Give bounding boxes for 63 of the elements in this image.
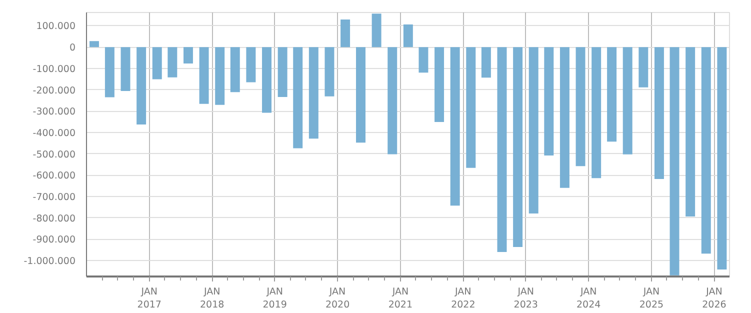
bar xyxy=(120,47,130,92)
bar xyxy=(466,47,476,168)
bar xyxy=(434,47,444,122)
y-tick-label: -500.000 xyxy=(32,149,76,160)
bar xyxy=(701,47,711,254)
y-tick-label: -400.000 xyxy=(32,128,76,139)
bar xyxy=(293,47,303,148)
bar xyxy=(168,47,178,78)
y-tick-label: -200.000 xyxy=(32,85,76,96)
x-tick-label: JAN 2020 xyxy=(325,286,350,311)
x-tick-label: JAN 2025 xyxy=(639,286,664,311)
bar xyxy=(199,47,209,104)
bar xyxy=(670,47,680,276)
bar xyxy=(152,47,162,80)
bar xyxy=(418,47,428,73)
bar xyxy=(89,41,99,48)
x-tick-label: JAN 2022 xyxy=(451,286,476,311)
bar xyxy=(497,47,507,252)
bar xyxy=(278,47,288,98)
bar xyxy=(622,47,632,154)
bar xyxy=(544,47,554,156)
x-tick-label: JAN 2021 xyxy=(388,286,413,311)
y-tick-label: -100.000 xyxy=(32,64,76,75)
bar xyxy=(513,47,523,248)
bar xyxy=(654,47,664,179)
bar xyxy=(528,47,538,214)
bar xyxy=(717,47,727,270)
bar xyxy=(388,47,398,154)
bar xyxy=(215,47,225,105)
y-tick-label: -900.000 xyxy=(32,234,76,246)
x-tick-label: JAN 2024 xyxy=(576,286,601,311)
bar xyxy=(324,47,334,96)
bar xyxy=(481,47,491,78)
bar xyxy=(450,47,460,206)
x-tick-label: JAN 2018 xyxy=(200,286,224,311)
bar xyxy=(638,47,648,88)
bar xyxy=(403,24,413,48)
y-tick-label: -700.000 xyxy=(32,192,76,203)
x-tick-label: JAN 2023 xyxy=(514,286,538,311)
bar xyxy=(262,47,272,113)
bar xyxy=(308,47,318,139)
bar xyxy=(576,47,586,166)
bar xyxy=(246,47,256,82)
bar xyxy=(136,47,146,125)
x-tick-label: JAN 2017 xyxy=(137,286,162,311)
x-tick-label: JAN 2019 xyxy=(262,286,287,311)
bar xyxy=(560,47,570,188)
y-tick-label: -800.000 xyxy=(32,213,76,224)
bar xyxy=(686,47,696,217)
y-tick-label: -300.000 xyxy=(32,106,76,118)
bar xyxy=(607,47,617,142)
y-tick-label: 100.000 xyxy=(36,21,76,32)
x-tick-label: JAN 2026 xyxy=(702,286,726,311)
y-tick-label: 0 xyxy=(69,42,76,54)
bar xyxy=(592,47,602,178)
bar xyxy=(340,20,350,48)
bar xyxy=(230,47,240,92)
bar xyxy=(356,47,366,143)
bar xyxy=(183,47,193,64)
y-tick-label: -600.000 xyxy=(32,170,76,182)
bar xyxy=(104,47,114,98)
y-tick-label: -1.000.000 xyxy=(24,256,76,267)
bar xyxy=(372,14,382,48)
